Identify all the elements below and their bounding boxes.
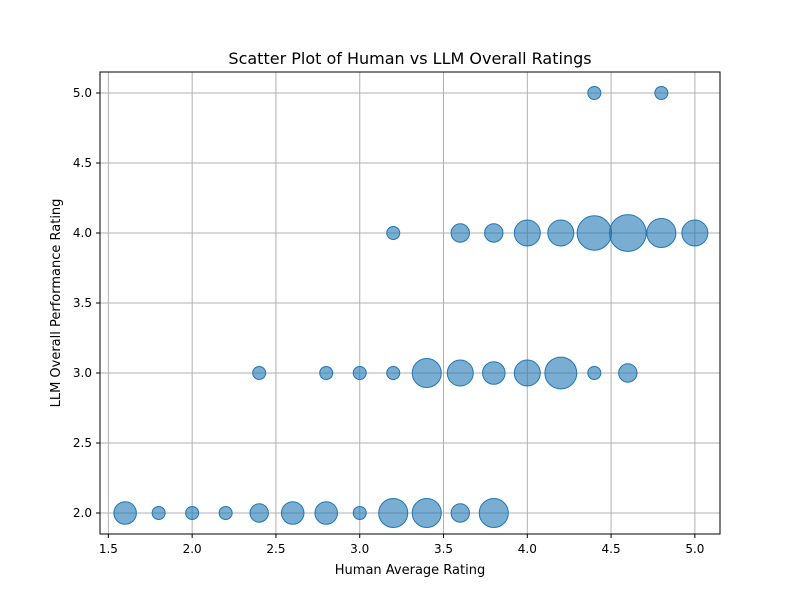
scatter-point [587, 366, 602, 380]
scatter-point [113, 501, 137, 525]
scatter-point [411, 357, 442, 389]
scatter-point [484, 223, 504, 243]
scatter-point [681, 219, 709, 247]
scatter-point [576, 215, 613, 251]
y-tick-label: 3.0 [73, 366, 92, 380]
y-axis-label: LLM Overall Performance Rating [49, 199, 64, 408]
scatter-point [450, 223, 470, 243]
scatter-point [352, 506, 367, 520]
scatter-point [478, 497, 509, 529]
x-tick-label: 2.0 [183, 542, 202, 556]
y-tick-label: 4.5 [73, 156, 92, 170]
scatter-point [280, 501, 305, 525]
scatter-point [314, 501, 338, 525]
scatter-point [654, 86, 669, 100]
x-tick-label: 3.5 [434, 542, 453, 556]
scatter-point [411, 497, 442, 529]
scatter-point [450, 503, 470, 523]
scatter-point [544, 356, 578, 390]
scatter-point [252, 366, 267, 380]
y-tick-label: 2.0 [73, 506, 92, 520]
scatter-point [249, 503, 269, 523]
y-tick-label: 3.5 [73, 296, 92, 310]
scatter-point [319, 366, 334, 380]
chart-title: Scatter Plot of Human vs LLM Overall Rat… [228, 49, 591, 68]
y-tick-label: 2.5 [73, 436, 92, 450]
x-tick-label: 5.0 [685, 542, 704, 556]
scatter-point [618, 363, 638, 383]
scatter-point [218, 506, 233, 520]
scatter-point [547, 219, 575, 247]
scatter-point [151, 506, 166, 520]
scatter-point [513, 359, 541, 387]
scatter-point [386, 366, 401, 380]
y-tick-label: 5.0 [73, 86, 92, 100]
scatter-point [446, 359, 474, 387]
x-tick-label: 3.0 [350, 542, 369, 556]
axis-layer: 1.5 2.0 2.5 3.0 3.5 4.0 4.5 5.0 2.0 2.5 3.0 3.5 4.0 4… [73, 86, 705, 556]
scatter-point [352, 366, 367, 380]
scatter-point [646, 217, 677, 249]
scatter-point [587, 86, 602, 100]
scatter-point [378, 497, 409, 529]
x-tick-label: 1.5 [99, 542, 118, 556]
x-tick-label: 4.0 [518, 542, 537, 556]
scatter-point [513, 219, 541, 247]
scatter-point [482, 361, 506, 385]
scatter-point [185, 506, 200, 520]
x-tick-label: 2.5 [266, 542, 285, 556]
grid-layer [100, 72, 720, 534]
scatter-point [608, 214, 647, 252]
x-tick-label: 4.5 [602, 542, 621, 556]
y-tick-label: 4.0 [73, 226, 92, 240]
x-axis-label: Human Average Rating [335, 563, 485, 578]
scatter-point [386, 226, 401, 240]
plot-frame [99, 71, 721, 535]
bubble-layer [113, 86, 709, 529]
